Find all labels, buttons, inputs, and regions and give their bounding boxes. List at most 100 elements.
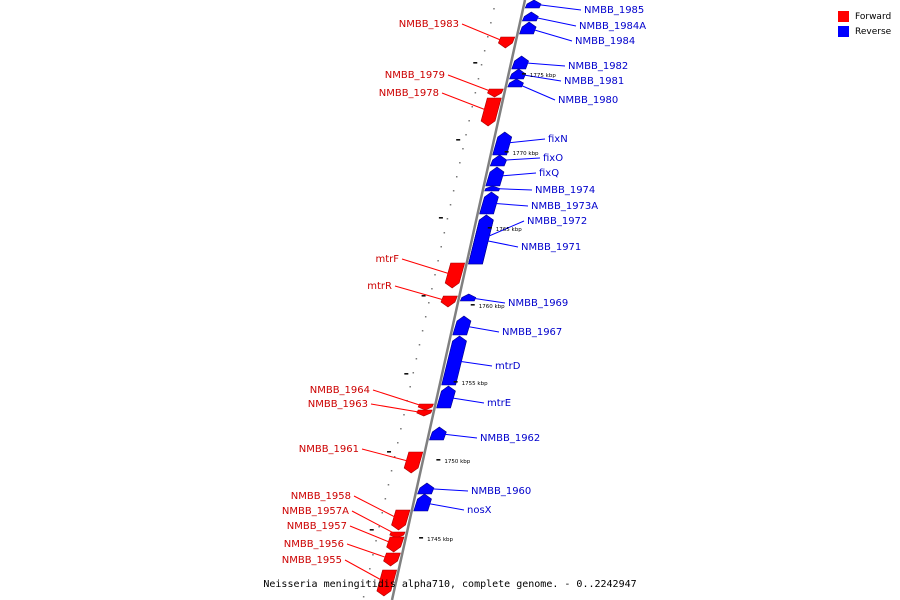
legend-forward: Forward [838, 9, 891, 24]
leader-nmbb_1985 [533, 3, 582, 11]
guide-dot [474, 92, 477, 94]
gene-label-nmbb_1963: NMBB_1963 [308, 399, 368, 410]
gene-label-nmbb_1967: NMBB_1967 [502, 327, 562, 338]
leader-mtrf [401, 258, 456, 276]
guide-dot [459, 162, 461, 164]
gene-label-mtre: mtrE [487, 398, 511, 409]
tick-label: 1755 kbp [462, 381, 488, 387]
tick-label: 1770 kbp [513, 151, 539, 157]
guide-dot [412, 372, 415, 374]
leader-nmbb_1964 [372, 389, 426, 408]
tick-label: 1745 kbp [427, 537, 453, 543]
tick-mark [504, 151, 509, 153]
leader-nmbb_1963 [370, 403, 425, 414]
legend-reverse: Reverse [838, 24, 891, 39]
gene-label-nmbb_1982: NMBB_1982 [568, 61, 628, 72]
guide-dot [465, 134, 467, 136]
guide-dot [487, 36, 489, 38]
legend: Forward Reverse [838, 9, 891, 39]
gene-label-nmbb_1964: NMBB_1964 [310, 385, 370, 396]
gene-label-nmbb_1984a: NMBB_1984A [579, 21, 646, 32]
guide-dot [437, 260, 439, 262]
tick-mark [453, 381, 458, 383]
guide-dot [378, 526, 380, 528]
tick-label: 1775 kbp [530, 73, 556, 79]
leader-nmbb_1973a [488, 202, 529, 207]
gene-label-nmbb_1980: NMBB_1980 [558, 95, 618, 106]
guide-dot [387, 484, 390, 486]
genome-backbone [390, 0, 527, 600]
minor-tick [369, 529, 374, 531]
guide-dot [440, 246, 442, 248]
guide-dot [455, 176, 458, 178]
gene-label-fixo: fixO [543, 153, 563, 164]
guide-dot [362, 596, 365, 598]
leader-nmbb_1971 [480, 239, 519, 248]
leader-nmbb_1967 [461, 325, 500, 333]
gene-label-mtrr: mtrR [367, 281, 392, 292]
gene-label-nmbb_1958: NMBB_1958 [291, 491, 351, 502]
guide-dot [372, 554, 374, 556]
tick-label: 1750 kbp [444, 459, 470, 465]
gene-label-nmbb_1974: NMBB_1974 [535, 185, 595, 196]
leader-nmbb_1955 [344, 559, 388, 584]
gene-label-nmbb_1983: NMBB_1983 [399, 19, 459, 30]
gene-labels: NMBB_1985 NMBB_1984A NMBB_1984 NMBB_1983 NMB… [282, 5, 647, 566]
gene-label-nmbb_1972: NMBB_1972 [527, 216, 587, 227]
gene-nmbb_1961 [403, 451, 424, 474]
gene-label-nmbb_1962: NMBB_1962 [480, 433, 540, 444]
guide-dot [434, 274, 436, 276]
guide-dot [452, 190, 455, 192]
guide-dot [393, 456, 396, 458]
backbone-dots [362, 8, 495, 598]
guide-dot [400, 428, 402, 430]
guide-dot [381, 512, 384, 514]
guide-dot [424, 316, 427, 318]
gene-label-nmbb_1985: NMBB_1985 [584, 5, 644, 16]
gene-label-nmbb_1960: NMBB_1960 [471, 486, 531, 497]
leader-nmbb_1969 [467, 297, 506, 304]
leader-fixq [494, 172, 537, 177]
guide-dot [365, 582, 368, 584]
guide-dot [409, 386, 411, 388]
leader-nmbb_1957 [349, 525, 396, 545]
guide-dot [421, 330, 424, 332]
scale-ticks: 1775 kbp 1770 kbp 1765 kbp 1760 kbp 1755 kbp… [419, 73, 556, 543]
tick-label: 1760 kbp [479, 304, 505, 310]
gene-label-nmbb_1957: NMBB_1957 [287, 521, 347, 532]
gene-label-nmbb_1978: NMBB_1978 [379, 88, 439, 99]
leader-nmbb_1984a [530, 16, 577, 27]
guide-dot [493, 8, 495, 10]
gene-nmbb_1973a [479, 191, 499, 215]
guide-dot [462, 148, 464, 150]
gene-label-nmbb_1979: NMBB_1979 [385, 70, 445, 81]
minor-tick [404, 373, 409, 375]
guide-dot [468, 120, 470, 122]
guide-dot [397, 442, 399, 444]
gene-nmbb_1969 [459, 293, 477, 302]
gene-label-nmbb_1961: NMBB_1961 [299, 444, 359, 455]
guide-dot [375, 540, 377, 542]
minor-tick [473, 62, 478, 64]
leader-mtrd [454, 360, 493, 367]
reverse-swatch [838, 26, 849, 37]
tick-mark [521, 73, 526, 75]
leader-nmbb_1972 [480, 220, 525, 240]
gene-label-nmbb_1971: NMBB_1971 [521, 242, 581, 253]
leader-nmbb_1982 [520, 62, 566, 67]
tick-mark [487, 227, 492, 229]
leader-nmbb_1981 [517, 73, 562, 82]
gene-label-mtrf: mtrF [375, 254, 399, 265]
guide-dot [384, 498, 387, 500]
leader-nmbb_1984 [527, 27, 573, 42]
minor-tick [387, 451, 392, 453]
tick-mark [436, 459, 441, 461]
guide-dot [415, 358, 418, 360]
gene-label-nmbb_1973a: NMBB_1973A [531, 201, 598, 212]
gene-label-fixq: fixQ [539, 168, 559, 179]
leader-nmbb_1957a [351, 510, 398, 536]
guide-dot [483, 50, 486, 52]
leader-mtrr [394, 285, 450, 302]
gene-label-nmbb_1984: NMBB_1984 [575, 36, 635, 47]
minor-ticks [369, 62, 478, 531]
